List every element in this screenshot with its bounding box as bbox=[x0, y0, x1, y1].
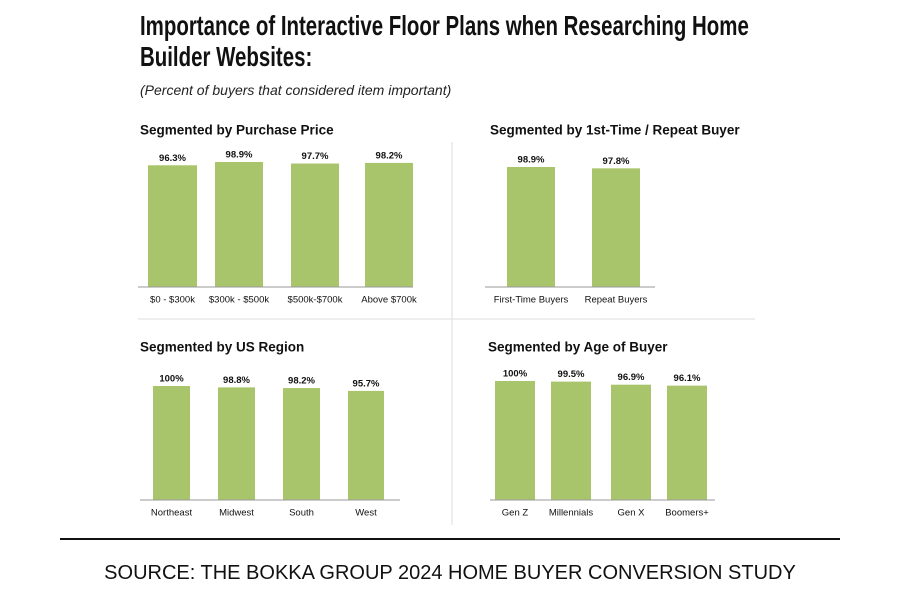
value-label: 100% bbox=[159, 374, 184, 385]
x-tick-label: $300k - $500k bbox=[209, 295, 269, 306]
value-label: 100% bbox=[503, 369, 528, 380]
bar bbox=[283, 388, 320, 500]
x-tick-label: West bbox=[355, 508, 377, 519]
chart-title: Segmented by 1st-Time / Repeat Buyer bbox=[490, 123, 740, 138]
bar bbox=[215, 162, 263, 287]
x-tick-label: Repeat Buyers bbox=[585, 295, 648, 306]
bar bbox=[507, 167, 555, 287]
page-subtitle: (Percent of buyers that considered item … bbox=[140, 82, 452, 98]
bar bbox=[592, 168, 640, 287]
bar bbox=[495, 381, 535, 500]
chart-title: Segmented by US Region bbox=[140, 340, 304, 355]
value-label: 96.9% bbox=[618, 372, 645, 383]
x-tick-label: South bbox=[289, 508, 314, 519]
value-label: 96.3% bbox=[159, 153, 186, 164]
x-tick-label: $0 - $300k bbox=[150, 295, 195, 306]
value-label: 98.9% bbox=[226, 150, 253, 161]
value-label: 98.8% bbox=[223, 375, 250, 386]
x-tick-label: Gen X bbox=[618, 508, 646, 519]
bar bbox=[153, 386, 190, 500]
x-tick-label: Gen Z bbox=[502, 508, 529, 519]
chart-title: Segmented by Age of Buyer bbox=[488, 340, 668, 355]
x-tick-label: Midwest bbox=[219, 508, 254, 519]
bar bbox=[291, 163, 339, 287]
value-label: 98.2% bbox=[376, 150, 403, 161]
x-tick-label: Boomers+ bbox=[665, 508, 709, 519]
value-label: 95.7% bbox=[353, 378, 380, 389]
chart-title: Segmented by Purchase Price bbox=[140, 123, 334, 138]
value-label: 99.5% bbox=[558, 369, 585, 380]
bar bbox=[218, 387, 255, 500]
x-tick-label: Above $700k bbox=[361, 295, 417, 306]
page-title: Importance of Interactive Floor Plans wh… bbox=[140, 10, 749, 72]
x-tick-label: Northeast bbox=[151, 508, 193, 519]
bar bbox=[611, 384, 651, 500]
bar bbox=[348, 390, 384, 500]
bar bbox=[148, 165, 197, 287]
bar bbox=[667, 385, 707, 500]
source-note: SOURCE: THE BOKKA GROUP 2024 HOME BUYER … bbox=[104, 562, 796, 584]
value-label: 97.7% bbox=[302, 151, 329, 162]
bar bbox=[551, 381, 591, 500]
value-label: 97.8% bbox=[603, 156, 630, 167]
bar bbox=[365, 162, 413, 287]
value-label: 98.2% bbox=[288, 376, 315, 387]
x-tick-label: First-Time Buyers bbox=[494, 295, 569, 306]
value-label: 96.1% bbox=[674, 373, 701, 384]
value-label: 98.9% bbox=[518, 155, 545, 166]
x-tick-label: Millennials bbox=[549, 508, 594, 519]
x-tick-label: $500k-$700k bbox=[288, 295, 343, 306]
